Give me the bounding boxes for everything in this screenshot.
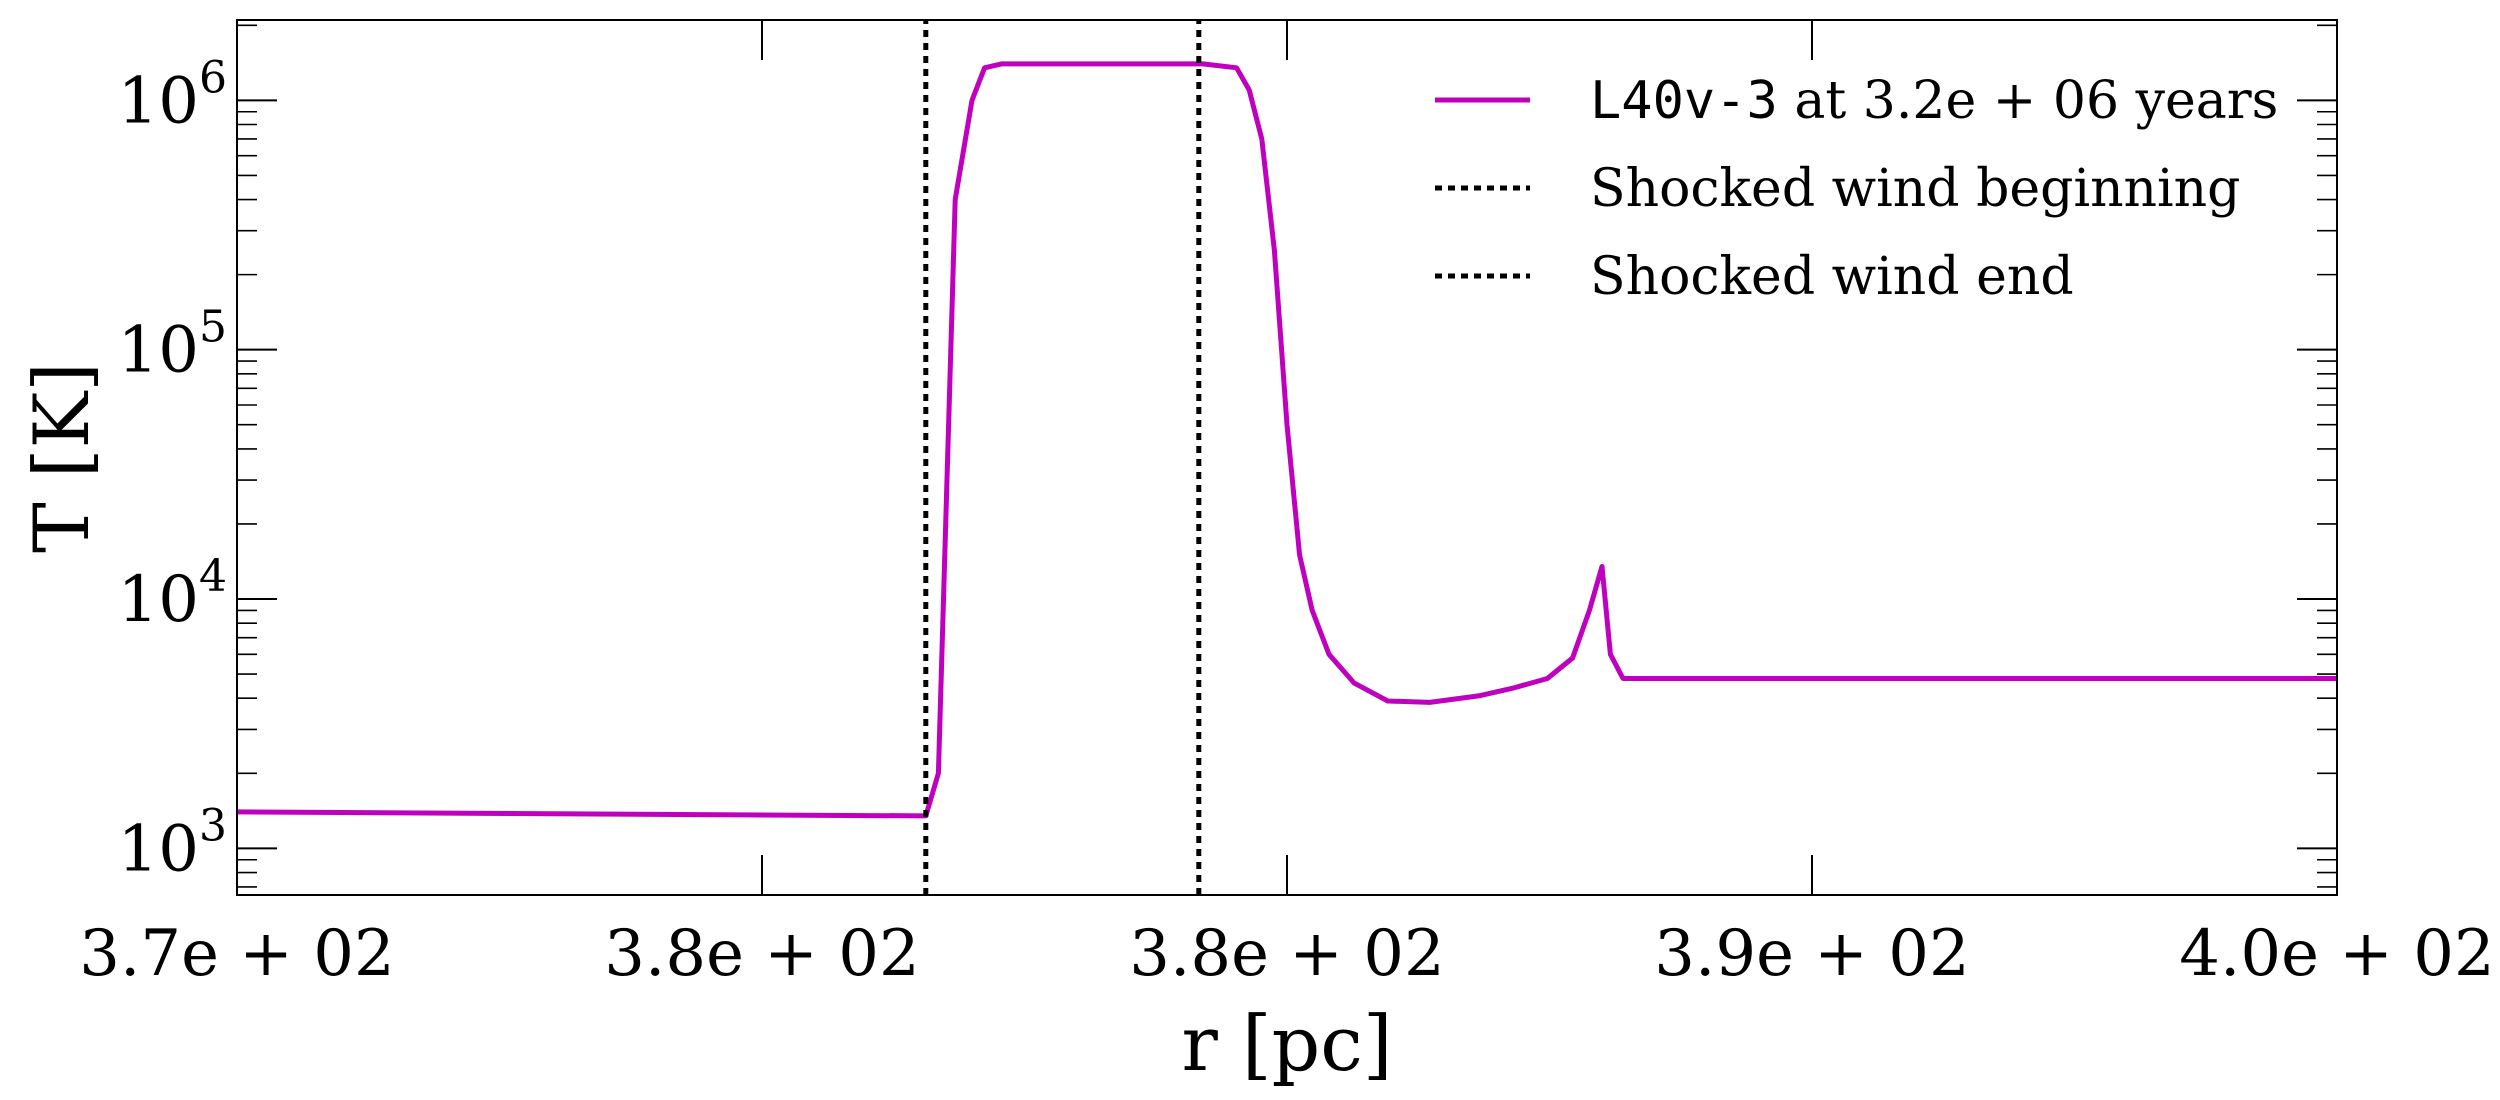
axis-tick-labels: 3.7e + 02 3.8e + 02 3.8e + 02 3.9e + 02 4.0e… bbox=[79, 52, 2494, 991]
x-tick-label: 3.8e + 02 bbox=[604, 917, 919, 991]
plot-frame bbox=[236, 19, 2338, 896]
y-tick-label: 106 bbox=[118, 52, 227, 138]
x-axis-label: r [pc] bbox=[1181, 999, 1392, 1088]
legend-entry-label: Shocked wind beginning bbox=[1590, 159, 2240, 219]
x-tick-label: 3.9e + 02 bbox=[1654, 917, 1969, 991]
y-tick-label: 103 bbox=[118, 800, 227, 886]
legend-entry-label: Shocked wind end bbox=[1590, 247, 2074, 307]
x-tick-label: 3.8e + 02 bbox=[1129, 917, 1444, 991]
plot-area bbox=[237, 20, 2337, 895]
x-tick-label: 3.7e + 02 bbox=[79, 917, 394, 991]
y-axis-label: T [K] bbox=[17, 362, 106, 553]
temperature-series-line bbox=[237, 61, 2337, 819]
legend-entry-label: L40v-3 at 3.2e + 06 years bbox=[1590, 71, 2278, 131]
y-tick-label: 105 bbox=[118, 302, 227, 388]
y-tick-label: 104 bbox=[118, 551, 227, 637]
legend: L40v-3 at 3.2e + 06 years Shocked wind be… bbox=[1435, 71, 2278, 307]
x-tick-label: 4.0e + 02 bbox=[2179, 917, 2494, 991]
